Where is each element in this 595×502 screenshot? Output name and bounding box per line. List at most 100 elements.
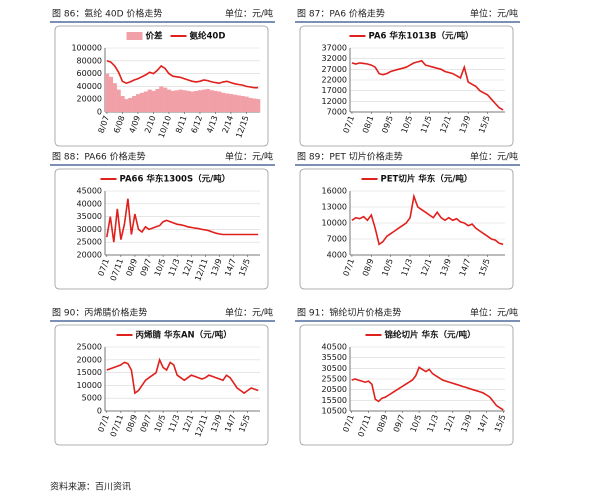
area-column xyxy=(124,99,129,112)
area-column xyxy=(128,97,133,112)
chart-frame xyxy=(299,168,514,290)
y-tick-label: 20000 xyxy=(77,251,102,260)
chart-frame xyxy=(54,324,269,446)
chart-panel: 图 89：PET 切片价格走势 单位：元/吨 4000 7000 10000 13000 1… xyxy=(295,151,520,290)
x-tick-label: 08/9 xyxy=(361,257,376,277)
legend-label: 氨纶40D xyxy=(190,31,226,42)
area-column xyxy=(170,90,176,112)
x-tick-label: 09/5 xyxy=(380,114,395,134)
x-tick-label: 11/3 xyxy=(167,413,182,433)
y-tick-label: 20000 xyxy=(77,95,102,104)
area-column xyxy=(205,88,210,112)
x-tick-label: 07/1 xyxy=(96,413,111,433)
x-tick-label: 07/1 xyxy=(341,413,356,433)
chart-frame xyxy=(299,25,514,147)
x-tick-label: 14/7 xyxy=(223,413,238,433)
x-tick-label: 13/9 xyxy=(438,257,453,277)
area-column xyxy=(213,90,218,112)
area-column xyxy=(256,99,261,112)
figure-caption: 图 86：氨纶 40D 价格走势 xyxy=(52,8,162,20)
price-line xyxy=(351,366,504,411)
x-tick-label: 12/1 xyxy=(438,114,453,134)
area-column xyxy=(225,93,230,112)
x-tick-label: 4/09 xyxy=(128,114,143,134)
x-tick-label: 09/7 xyxy=(392,413,407,433)
y-tick-label: 12000 xyxy=(322,97,347,106)
y-tick-label: 40500 xyxy=(322,343,347,352)
y-tick-label: 35500 xyxy=(322,353,347,362)
y-tick-label: 32000 xyxy=(322,54,347,63)
x-tick-label: 8/07 xyxy=(97,114,112,134)
legend-label: PET切片 华东（元/吨） xyxy=(381,174,473,185)
area-column xyxy=(244,96,249,112)
legend-label: PA66 华东1300S（元/吨） xyxy=(120,174,231,185)
x-tick-label: 10/5 xyxy=(153,257,168,277)
x-tick-label: 12/11 xyxy=(193,257,209,282)
legend-label: 锦纶切片 华东（元/吨） xyxy=(385,330,476,341)
y-tick-label: 40000 xyxy=(77,82,102,91)
legend-label: PA6 华东1013B（元/吨） xyxy=(369,31,474,42)
figure-caption: 图 87：PA6 价格走势 xyxy=(297,8,385,20)
y-tick-label: 10500 xyxy=(322,407,347,416)
x-tick-label: 12/1 xyxy=(181,413,196,433)
figure-caption: 图 91：锦纶切片价格走势 xyxy=(297,307,401,319)
x-tick-label: 11/3 xyxy=(167,257,182,277)
unit-label: 单位：元/吨 xyxy=(470,8,518,20)
y-tick-label: 10000 xyxy=(77,381,102,390)
area-column xyxy=(190,91,195,112)
figure-caption: 图 88：PA66 价格走势 xyxy=(52,151,146,163)
y-tick-label: 100000 xyxy=(71,44,102,53)
x-tick-label: 10/5 xyxy=(409,413,424,433)
price-line xyxy=(106,198,259,243)
x-tick-label: 11/3 xyxy=(400,257,415,277)
x-tick-label: 11/3 xyxy=(426,413,441,433)
x-tick-label: 09/7 xyxy=(139,257,154,277)
area-column xyxy=(108,76,114,112)
y-tick-label: 0 xyxy=(97,108,102,117)
area-column xyxy=(232,94,238,112)
x-tick-label: 14/7 xyxy=(223,257,238,277)
y-tick-label: 17000 xyxy=(322,86,347,95)
y-tick-label: 10000 xyxy=(322,219,347,228)
y-tick-label: 7000 xyxy=(327,235,347,244)
price-line xyxy=(351,193,504,246)
area-column xyxy=(132,96,137,112)
area-column xyxy=(194,90,199,112)
x-tick-label: 6/12 xyxy=(190,114,205,134)
y-tick-label: 25000 xyxy=(77,238,102,247)
y-tick-label: 20000 xyxy=(77,355,102,364)
x-tick-label: 13/9 xyxy=(209,413,224,433)
y-tick-label: 13000 xyxy=(322,203,347,212)
x-tick-label: 08/9 xyxy=(125,413,140,433)
price-line xyxy=(106,357,259,395)
x-tick-label: 2/10 xyxy=(143,114,158,134)
chart-frame xyxy=(299,324,514,446)
y-tick-label: 20500 xyxy=(322,385,347,394)
price-line xyxy=(351,59,504,111)
area-column xyxy=(201,89,207,112)
price-line xyxy=(106,60,259,89)
x-tick-label: 10/10 xyxy=(157,114,173,139)
y-tick-label: 15000 xyxy=(77,368,102,377)
area-column xyxy=(252,98,257,112)
x-tick-label: 15/5 xyxy=(237,257,252,277)
area-column xyxy=(147,89,152,112)
y-tick-label: 0 xyxy=(97,407,102,416)
x-tick-label: 8/11 xyxy=(174,114,189,134)
x-tick-label: 08/9 xyxy=(125,257,140,277)
y-tick-label: 35000 xyxy=(77,212,102,221)
x-tick-label: 13/9 xyxy=(209,257,224,277)
x-tick-label: 15/5 xyxy=(477,257,492,277)
y-tick-label: 45000 xyxy=(77,187,102,196)
area-column xyxy=(229,94,234,112)
x-tick-label: 12/15 xyxy=(234,114,250,139)
x-tick-label: 12/1 xyxy=(181,257,196,277)
x-tick-label: 2/14 xyxy=(221,114,236,134)
area-column xyxy=(221,92,226,112)
area-column xyxy=(167,89,172,112)
unit-label: 单位：元/吨 xyxy=(225,151,273,163)
x-tick-label: 10/5 xyxy=(380,257,395,277)
y-tick-label: 80000 xyxy=(77,56,102,65)
